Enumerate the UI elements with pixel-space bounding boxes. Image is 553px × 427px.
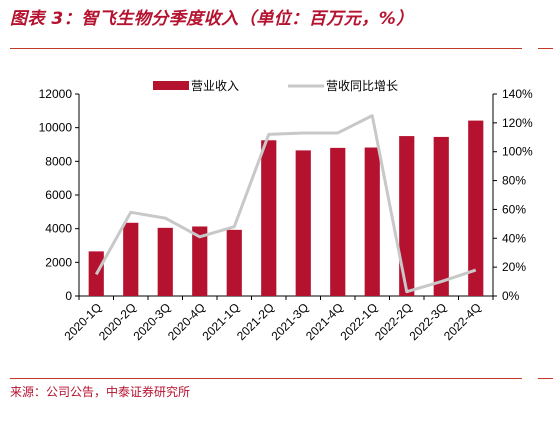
bar	[192, 226, 208, 296]
x-tick-label: 2021-4Q	[303, 300, 346, 343]
title-divider	[10, 48, 522, 49]
y-left-tick-label: 6000	[45, 188, 72, 202]
x-tick-label: 2022-4Q	[441, 300, 484, 343]
bar	[399, 136, 415, 296]
chart-area: 0 2000 4000 6000 8000 10000 12000 0% 20% 40% 60% 80…	[39, 79, 533, 343]
growth-line	[94, 114, 477, 294]
y-right-tick-label: 40%	[502, 231, 526, 245]
x-tick-label: 2022-1Q	[337, 300, 380, 343]
legend-label-growth: 营收同比增长	[326, 79, 398, 93]
x-tick-label: 2022-3Q	[406, 300, 449, 343]
bar	[295, 150, 311, 296]
x-tick-label: 2020-3Q	[130, 300, 173, 343]
y-right-tick-label: 20%	[502, 260, 526, 274]
legend-label-revenue: 营业收入	[191, 79, 239, 93]
y-right-tick-label: 140%	[502, 87, 533, 101]
footer-divider-right	[538, 378, 553, 379]
y-left-tick-label: 4000	[45, 222, 72, 236]
y-right-tick-label: 80%	[502, 174, 526, 188]
y-left-tick-label: 12000	[39, 87, 73, 101]
legend-swatch-revenue	[153, 81, 189, 90]
x-tick-label: 2021-1Q	[199, 300, 242, 343]
y-left-tick-label: 2000	[45, 255, 72, 269]
y-right-tick-label: 120%	[502, 116, 533, 130]
y-right-tick-label: 60%	[502, 202, 526, 216]
title-divider-right	[538, 48, 553, 49]
x-tick-label: 2021-2Q	[234, 300, 277, 343]
x-tick-label: 2022-2Q	[372, 300, 415, 343]
y-left-tick-label: 0	[65, 289, 72, 303]
x-tick-label: 2020-1Q	[61, 300, 104, 343]
x-tick-label: 2020-4Q	[165, 300, 208, 343]
bar	[261, 140, 277, 296]
bar	[157, 227, 173, 296]
x-tick-label: 2020-2Q	[96, 300, 139, 343]
source-note: 来源：公司公告，中泰证券研究所	[10, 385, 191, 399]
footer-divider	[10, 378, 522, 379]
x-tick-label: 2021-3Q	[268, 300, 311, 343]
y-right-tick-label: 0%	[502, 289, 520, 303]
bar	[433, 136, 449, 296]
bar	[226, 229, 242, 296]
bar	[123, 222, 139, 296]
y-right-tick-label: 100%	[502, 145, 533, 159]
y-left-tick-label: 8000	[45, 154, 72, 168]
y-left-tick-label: 10000	[39, 121, 73, 135]
chart-title: 图表 3：智飞生物分季度收入（单位：百万元，%）	[10, 9, 414, 29]
bar	[364, 147, 380, 296]
bar	[468, 120, 484, 296]
bar	[330, 147, 346, 296]
